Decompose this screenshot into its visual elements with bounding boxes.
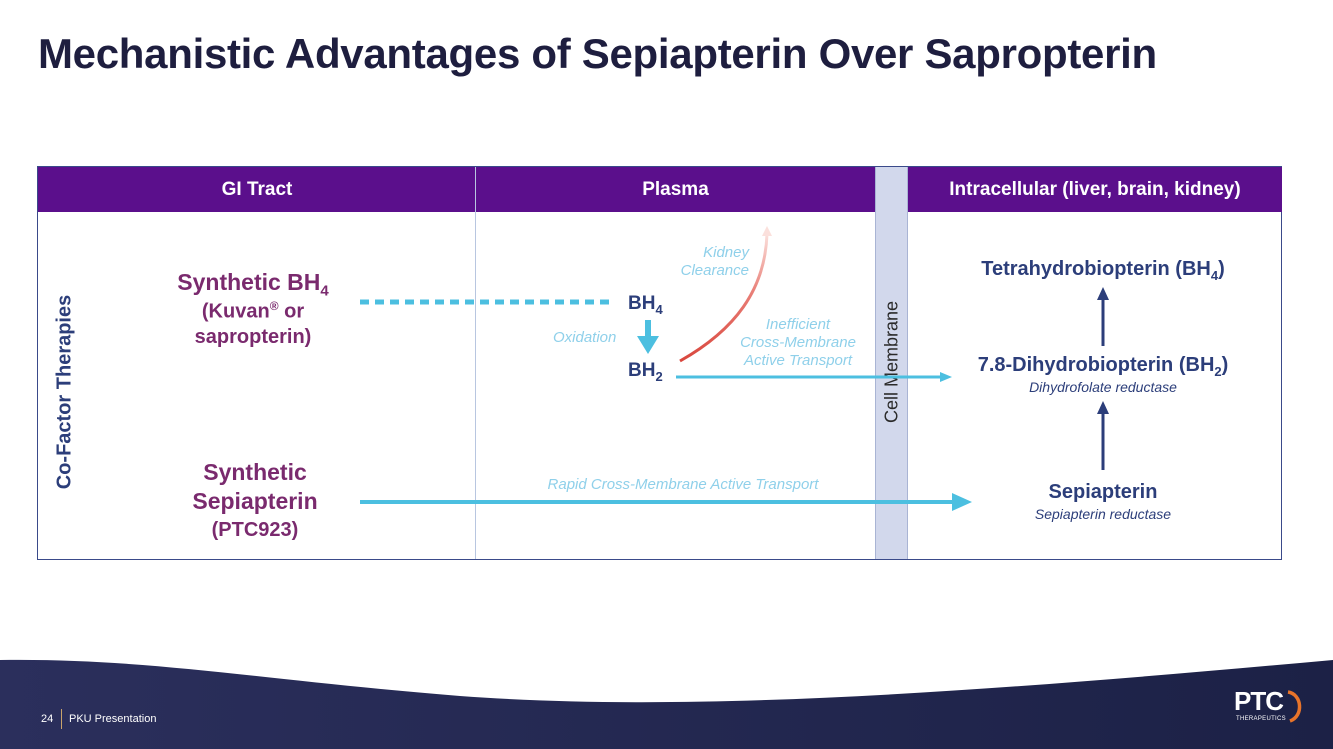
oxidation-label: Oxidation bbox=[553, 329, 617, 346]
dihydrofolate-reductase-label: Dihydrofolate reductase bbox=[1029, 379, 1177, 395]
kidney-clearance-label-line2: Clearance bbox=[680, 262, 749, 279]
sepiapterin-therapy-line3: (PTC923) bbox=[211, 519, 299, 541]
sepiapterin-therapy-line2: Sepiapterin bbox=[192, 488, 318, 514]
sepiapterin-reductase-label: Sepiapterin reductase bbox=[1034, 506, 1172, 522]
dihydrobiopterin-label: 7.8-Dihydrobiopterin (BH2) bbox=[977, 354, 1229, 379]
kuvan-line2: (Kuvan® or bbox=[201, 299, 305, 323]
arrow-dihydro-to-tetra-head bbox=[1097, 287, 1109, 300]
logo-subtext: THERAPEUTICS bbox=[1236, 716, 1286, 722]
header-plasma-label: Plasma bbox=[642, 178, 709, 200]
arrow-sepi-to-dihydro-head bbox=[1097, 401, 1109, 414]
sepiapterin-therapy-line1: Synthetic bbox=[203, 459, 307, 485]
logo-text: PTC bbox=[1234, 686, 1284, 716]
plasma-bh2: BH2 bbox=[628, 360, 663, 384]
oxidation-arrow-head bbox=[637, 336, 659, 354]
logo-arc-icon bbox=[1287, 690, 1302, 723]
ptc-logo: PTC THERAPEUTICS bbox=[1234, 686, 1306, 726]
footer-separator bbox=[61, 709, 62, 729]
header-intracellular-label: Intracellular (liver, brain, kidney) bbox=[949, 178, 1241, 200]
header-plasma: Plasma bbox=[476, 167, 875, 212]
inefficient-transport-label-line2: Cross-Membrane bbox=[740, 334, 856, 351]
inefficient-transport-arrow-head bbox=[940, 372, 952, 382]
kuvan-line1: Synthetic BH4 bbox=[177, 269, 329, 300]
diagram-frame bbox=[37, 166, 1282, 560]
tetrahydrobiopterin-label: Tetrahydrobiopterin (BH4) bbox=[981, 258, 1225, 283]
header-gi-tract: GI Tract bbox=[38, 167, 476, 212]
slide-title: Mechanistic Advantages of Sepiapterin Ov… bbox=[38, 30, 1157, 77]
footer-page-number: 24 bbox=[41, 713, 54, 725]
kidney-clearance-label-line1: Kidney bbox=[703, 244, 749, 261]
footer-text: PKU Presentation bbox=[69, 713, 157, 725]
cell-membrane-band bbox=[875, 167, 908, 559]
plasma-bh4: BH4 bbox=[628, 293, 663, 317]
sepiapterin-intracellular-label: Sepiapterin bbox=[1048, 481, 1158, 503]
kidney-clearance-arrow bbox=[679, 233, 769, 363]
rapid-transport-arrow-head bbox=[952, 493, 972, 511]
header-gi-label: GI Tract bbox=[221, 178, 293, 200]
kidney-clearance-arrow-head bbox=[762, 226, 772, 236]
kuvan-line3: sapropterin) bbox=[194, 326, 312, 348]
inefficient-transport-label-line1: Inefficient bbox=[765, 316, 831, 333]
header-intracellular: Intracellular (liver, brain, kidney) bbox=[908, 167, 1282, 212]
inefficient-transport-label-line3: Active Transport bbox=[743, 352, 853, 369]
column-divider bbox=[475, 167, 476, 559]
rapid-transport-label: Rapid Cross-Membrane Active Transport bbox=[547, 476, 819, 493]
